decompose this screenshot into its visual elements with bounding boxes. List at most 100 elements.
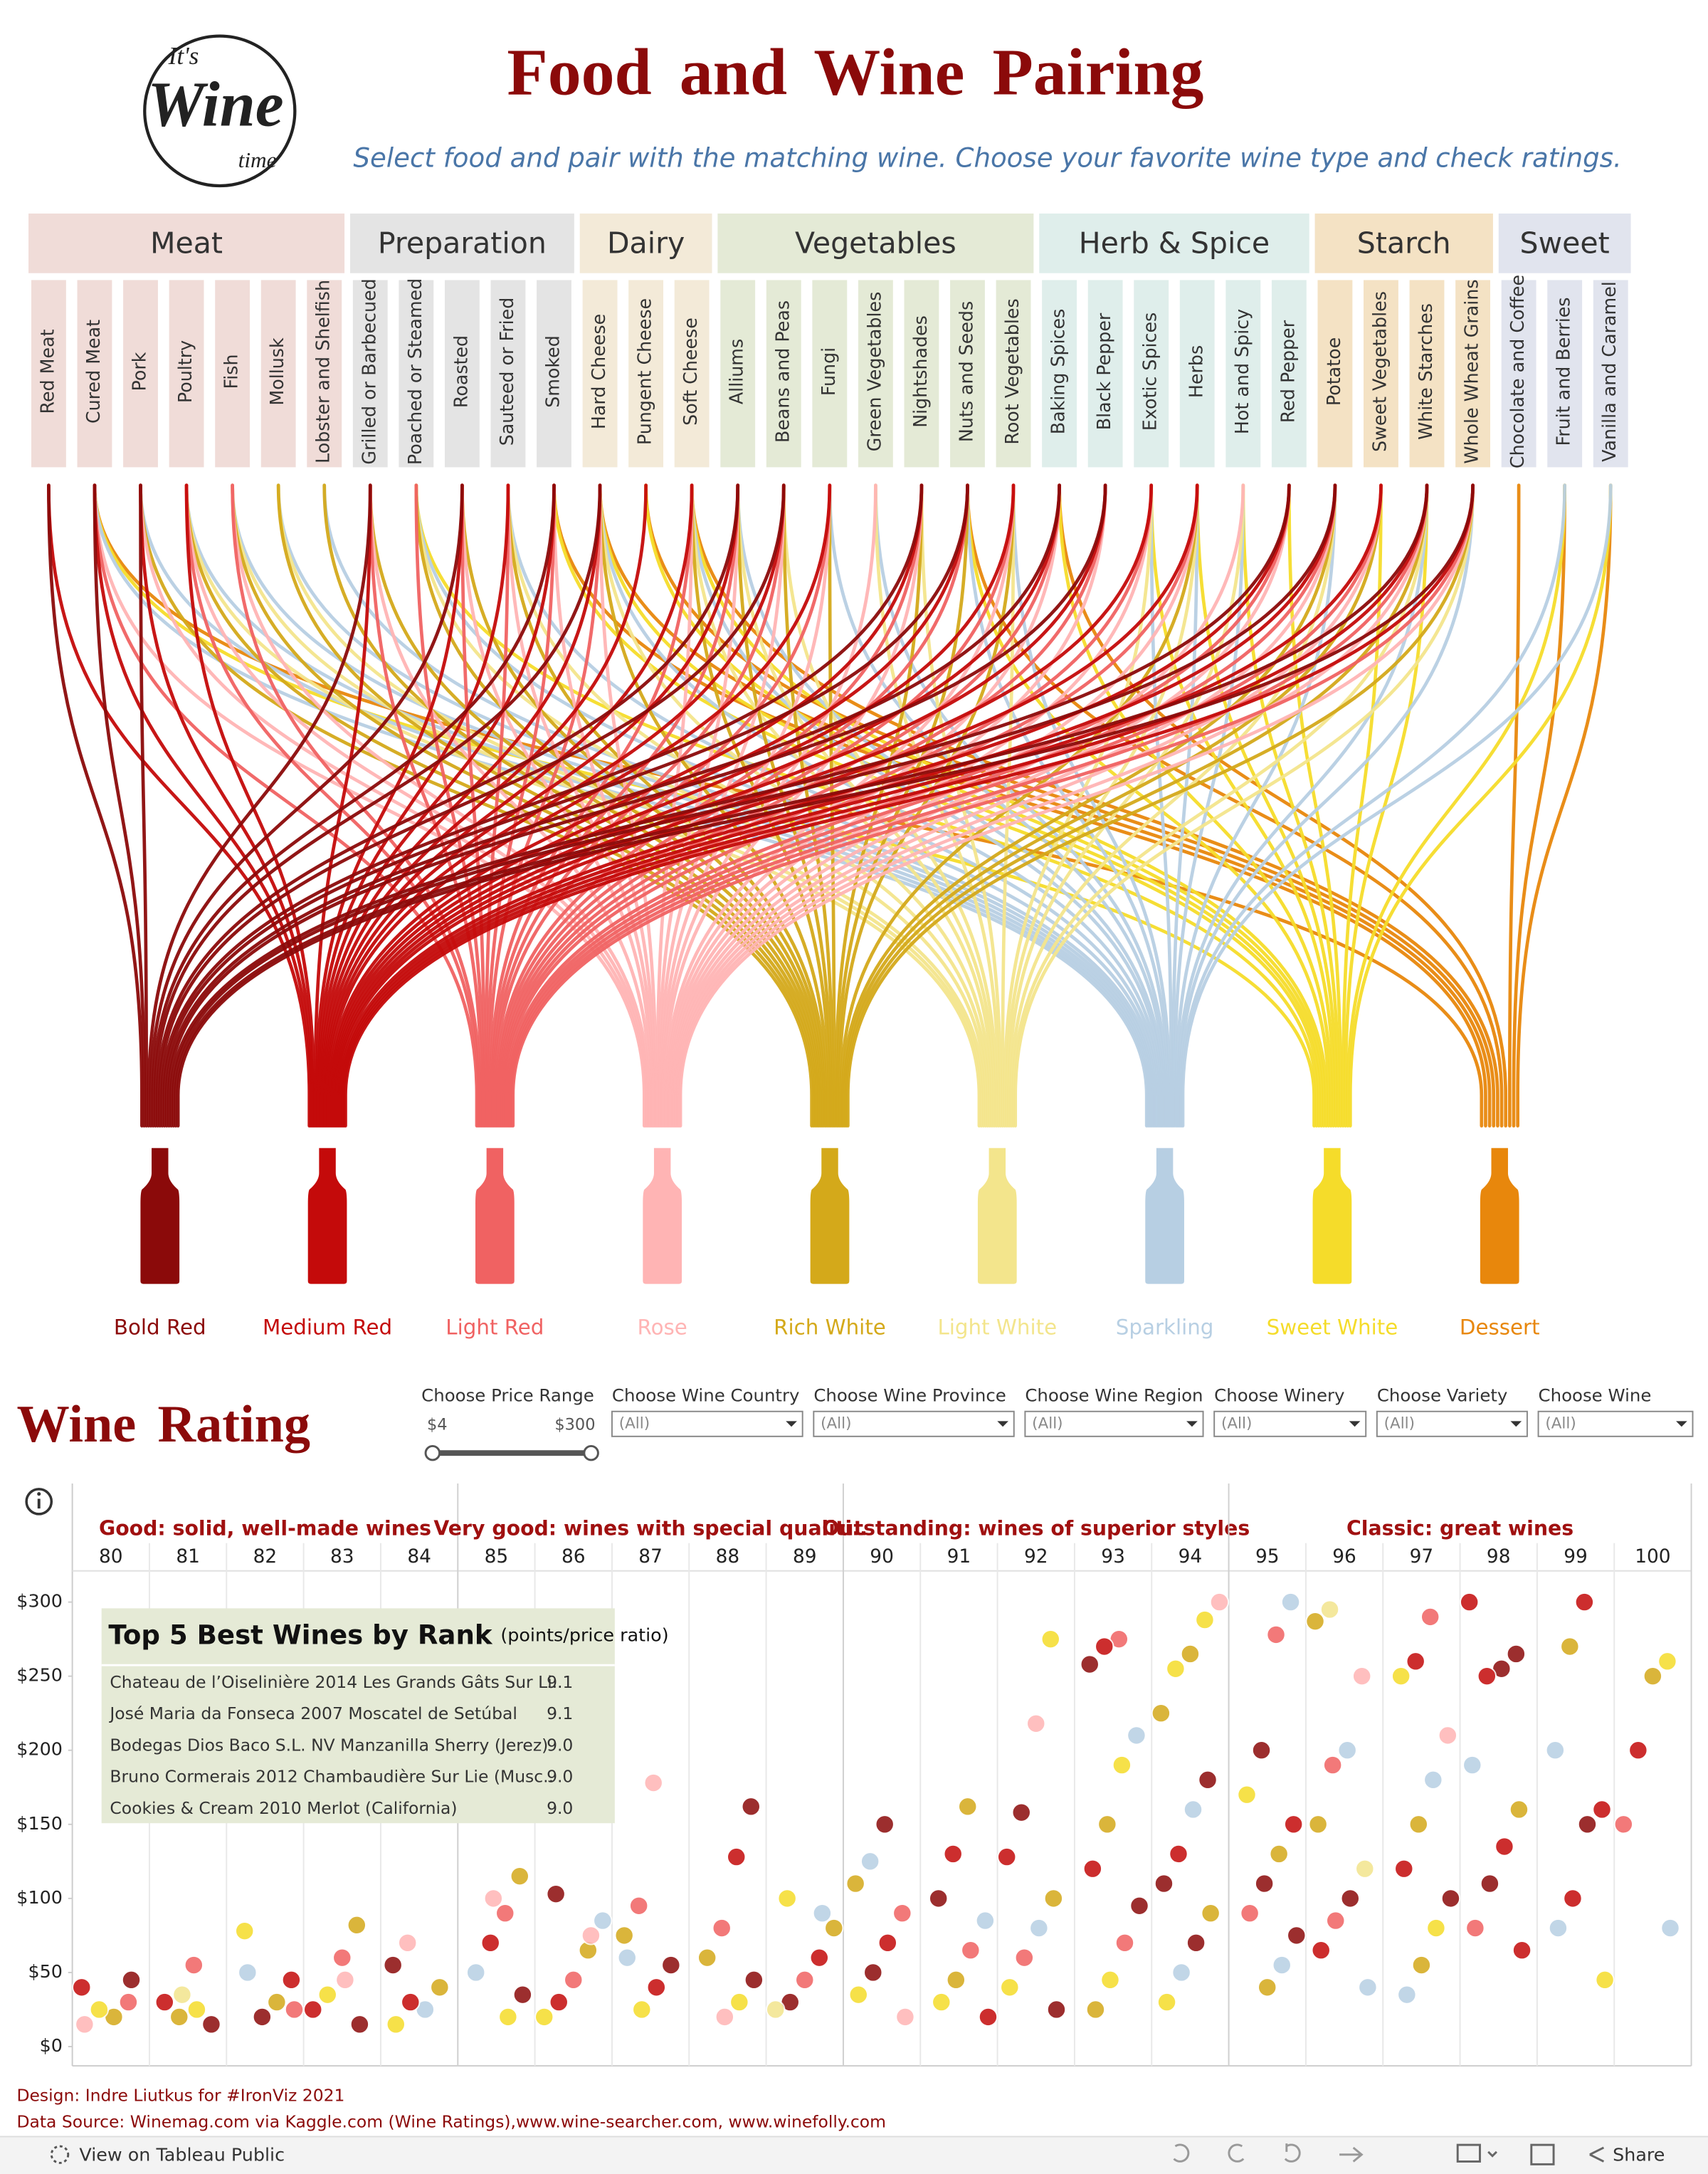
wine-point[interactable] — [1085, 2000, 1106, 2020]
wine-point[interactable] — [1512, 1941, 1532, 1960]
undo-icon[interactable] — [1173, 2143, 1190, 2163]
wine-point[interactable] — [549, 1992, 569, 2012]
wine-point[interactable] — [534, 2007, 554, 2027]
food-item[interactable] — [1179, 280, 1215, 468]
wine-point[interactable] — [1574, 1592, 1595, 1612]
wine-point[interactable] — [824, 1918, 844, 1938]
wine-label[interactable]: Bold Red — [114, 1315, 206, 1339]
wine-point[interactable] — [1000, 1978, 1020, 1997]
wine-point[interactable] — [1319, 1600, 1340, 1619]
wine-label[interactable]: Rich White — [774, 1315, 886, 1339]
wine-point[interactable] — [715, 2007, 735, 2027]
wine-point[interactable] — [617, 1948, 637, 1968]
redo-icon[interactable] — [1228, 2143, 1245, 2163]
wine-point[interactable] — [1462, 1755, 1482, 1775]
wine-point[interactable] — [1043, 1889, 1064, 1908]
wine-point[interactable] — [483, 1889, 504, 1908]
wine-point[interactable] — [466, 1963, 486, 1983]
wine-point[interactable] — [1046, 2000, 1067, 2020]
food-item[interactable] — [1087, 280, 1123, 468]
wine-point[interactable] — [1560, 1637, 1580, 1656]
wine-point[interactable] — [629, 1896, 649, 1916]
wine-point[interactable] — [946, 1970, 966, 1990]
wine-point[interactable] — [1322, 1755, 1343, 1775]
wine-point[interactable] — [929, 1889, 949, 1908]
refresh-icon[interactable] — [1339, 2146, 1364, 2163]
info-icon[interactable] — [25, 1488, 53, 1516]
wine-point[interactable] — [1258, 1978, 1277, 1997]
wine-point[interactable] — [845, 1874, 865, 1894]
wine-point[interactable] — [546, 1884, 566, 1904]
food-item[interactable] — [674, 280, 710, 468]
wine-point[interactable] — [284, 2000, 305, 2020]
wine-point[interactable] — [978, 2007, 998, 2027]
wine-point[interactable] — [1480, 1874, 1500, 1894]
wine-bottle[interactable] — [643, 1148, 682, 1284]
wine-point[interactable] — [1251, 1740, 1272, 1760]
wine-label[interactable]: Medium Red — [263, 1315, 392, 1339]
wine-point[interactable] — [697, 1948, 717, 1968]
wine-point[interactable] — [997, 1847, 1017, 1867]
wine-point[interactable] — [349, 2015, 370, 2034]
wine-point[interactable] — [875, 1815, 895, 1834]
wine-point[interactable] — [1406, 1651, 1425, 1671]
food-item[interactable] — [444, 280, 480, 468]
wine-point[interactable] — [1283, 1815, 1304, 1834]
wine-point[interactable] — [812, 1903, 833, 1923]
wine-point[interactable] — [1026, 1713, 1046, 1733]
dropdown[interactable] — [1537, 1410, 1694, 1437]
wine-point[interactable] — [1394, 1859, 1414, 1879]
food-item[interactable] — [215, 280, 251, 468]
food-item[interactable] — [307, 280, 342, 468]
wine-point[interactable] — [75, 2015, 95, 2034]
wine-point[interactable] — [895, 2007, 915, 2027]
wine-point[interactable] — [744, 1970, 764, 1990]
wine-point[interactable] — [281, 1970, 302, 1990]
food-item[interactable] — [1455, 280, 1490, 468]
wine-point[interactable] — [72, 1978, 92, 1997]
wine-point[interactable] — [317, 1985, 337, 2005]
wine-point[interactable] — [1287, 1926, 1307, 1945]
download-icon[interactable] — [1456, 2143, 1481, 2163]
wine-point[interactable] — [1154, 1874, 1174, 1894]
wine-bottle[interactable] — [475, 1148, 515, 1284]
wine-point[interactable] — [1014, 1948, 1035, 1968]
wine-point[interactable] — [1266, 1624, 1286, 1645]
wine-point[interactable] — [386, 2015, 406, 2034]
food-item[interactable] — [123, 280, 158, 468]
food-item[interactable] — [1225, 280, 1261, 468]
wine-point[interactable] — [1595, 1970, 1615, 1990]
slider-handle[interactable] — [583, 1444, 599, 1461]
wine-point[interactable] — [1628, 1740, 1648, 1760]
wine-point[interactable] — [1095, 1637, 1114, 1656]
food-item[interactable] — [720, 280, 756, 468]
wine-point[interactable] — [235, 1921, 255, 1941]
wine-point[interactable] — [1280, 1592, 1301, 1612]
food-item[interactable] — [77, 280, 112, 468]
dropdown[interactable] — [1376, 1410, 1528, 1437]
food-item[interactable] — [1042, 280, 1077, 468]
wine-point[interactable] — [332, 1948, 352, 1968]
dropdown[interactable] — [1213, 1410, 1367, 1437]
wine-point[interactable] — [1643, 1666, 1663, 1686]
wine-point[interactable] — [632, 2000, 652, 2020]
wine-point[interactable] — [958, 1797, 978, 1817]
wine-point[interactable] — [1477, 1666, 1497, 1686]
wine-point[interactable] — [1237, 1785, 1257, 1805]
wine-point[interactable] — [238, 1963, 258, 1983]
wine-point[interactable] — [1308, 1815, 1328, 1834]
wine-point[interactable] — [480, 1933, 500, 1953]
wine-point[interactable] — [121, 1970, 142, 1990]
wine-point[interactable] — [512, 1985, 533, 2005]
food-item[interactable] — [628, 280, 664, 468]
wine-bottle[interactable] — [810, 1148, 850, 1284]
wine-bottle[interactable] — [1312, 1148, 1352, 1284]
dropdown[interactable] — [1024, 1410, 1204, 1437]
wine-point[interactable] — [809, 1948, 829, 1968]
wine-point[interactable] — [347, 1915, 367, 1935]
wine-point[interactable] — [777, 1889, 797, 1908]
view-link[interactable]: View on Tableau Public — [79, 2144, 285, 2165]
wine-point[interactable] — [1183, 1800, 1203, 1819]
food-item[interactable] — [1593, 280, 1628, 468]
wine-point[interactable] — [1408, 1815, 1428, 1834]
